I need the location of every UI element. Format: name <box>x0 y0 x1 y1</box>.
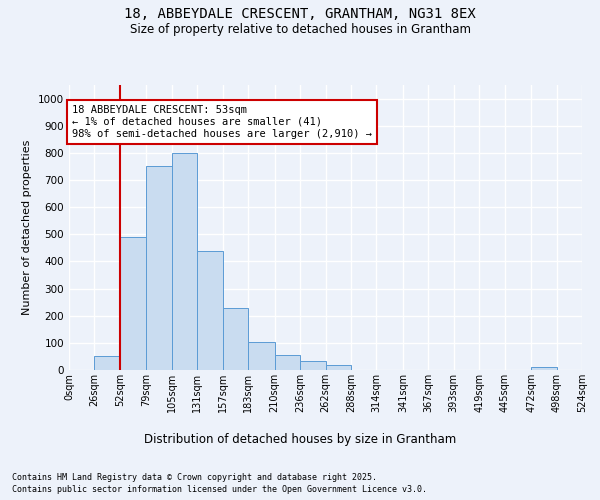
Text: 18, ABBEYDALE CRESCENT, GRANTHAM, NG31 8EX: 18, ABBEYDALE CRESCENT, GRANTHAM, NG31 8… <box>124 8 476 22</box>
Bar <box>325 364 351 370</box>
Bar <box>223 308 248 370</box>
Bar <box>120 237 146 370</box>
Y-axis label: Number of detached properties: Number of detached properties <box>22 140 32 315</box>
Text: Size of property relative to detached houses in Grantham: Size of property relative to detached ho… <box>130 22 470 36</box>
Text: Distribution of detached houses by size in Grantham: Distribution of detached houses by size … <box>144 432 456 446</box>
Bar <box>531 368 557 370</box>
Bar <box>248 342 275 370</box>
Bar <box>172 153 197 370</box>
Bar <box>146 166 172 370</box>
Bar <box>197 250 223 370</box>
Bar <box>275 355 300 370</box>
Text: Contains HM Land Registry data © Crown copyright and database right 2025.: Contains HM Land Registry data © Crown c… <box>12 472 377 482</box>
Bar <box>94 356 120 370</box>
Bar <box>300 360 325 370</box>
Text: 18 ABBEYDALE CRESCENT: 53sqm
← 1% of detached houses are smaller (41)
98% of sem: 18 ABBEYDALE CRESCENT: 53sqm ← 1% of det… <box>72 106 372 138</box>
Text: Contains public sector information licensed under the Open Government Licence v3: Contains public sector information licen… <box>12 485 427 494</box>
